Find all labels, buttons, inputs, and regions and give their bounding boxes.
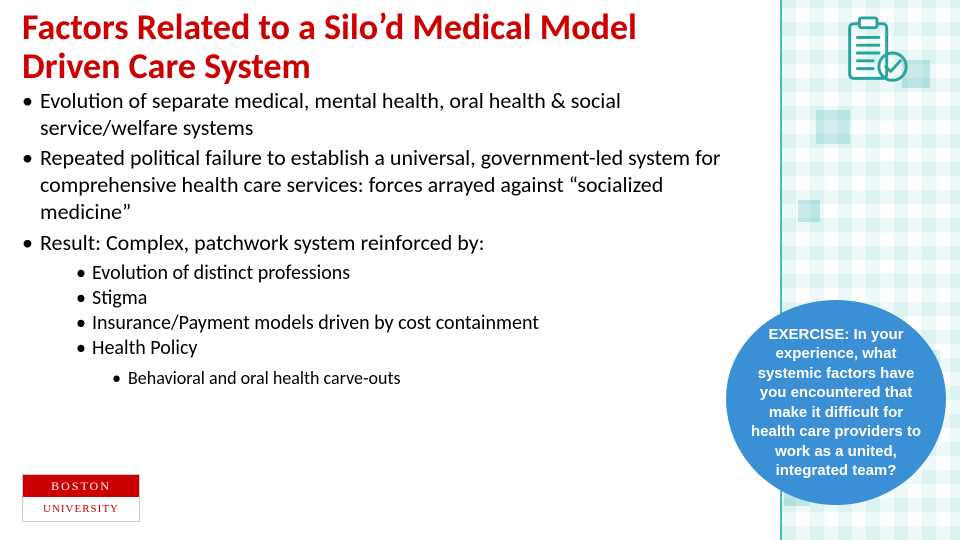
bullet-l2: Evolution of distinct professions <box>76 261 722 286</box>
clipboard-check-icon <box>836 14 914 92</box>
bullet-l1: Result: Complex, patchwork system reinfo… <box>22 230 722 389</box>
bullet-list-level3: Behavioral and oral health carve-outs <box>112 367 722 390</box>
bullet-l2: Health Policy Behavioral and oral health… <box>76 336 722 390</box>
boston-university-logo: BOSTON UNIVERSITY <box>22 474 140 522</box>
bullet-l1: Repeated political failure to establish … <box>22 145 722 225</box>
bullet-l2: Insurance/Payment models driven by cost … <box>76 311 722 336</box>
bullet-l2-text: Health Policy <box>92 336 197 360</box>
bullet-list-level2: Evolution of distinct professions Stigma… <box>76 261 722 390</box>
logo-bottom: UNIVERSITY <box>23 497 139 521</box>
bullet-list-level1: Evolution of separate medical, mental he… <box>22 88 722 389</box>
exercise-label: EXERCISE: <box>768 326 849 343</box>
bullet-l3: Behavioral and oral health carve-outs <box>112 367 722 390</box>
slide-title: Factors Related to a Silo’d Medical Mode… <box>22 8 662 86</box>
bullet-l1-text: Result: Complex, patchwork system reinfo… <box>40 229 485 256</box>
logo-top: BOSTON <box>23 475 139 497</box>
bullet-l1: Evolution of separate medical, mental he… <box>22 88 722 142</box>
bullet-l2: Stigma <box>76 286 722 311</box>
exercise-callout-text: EXERCISE: In your experience, what syste… <box>746 325 926 481</box>
slide-body: Evolution of separate medical, mental he… <box>22 88 722 389</box>
exercise-callout: EXERCISE: In your experience, what syste… <box>726 300 946 505</box>
exercise-body: In your experience, what systemic factor… <box>751 326 921 480</box>
